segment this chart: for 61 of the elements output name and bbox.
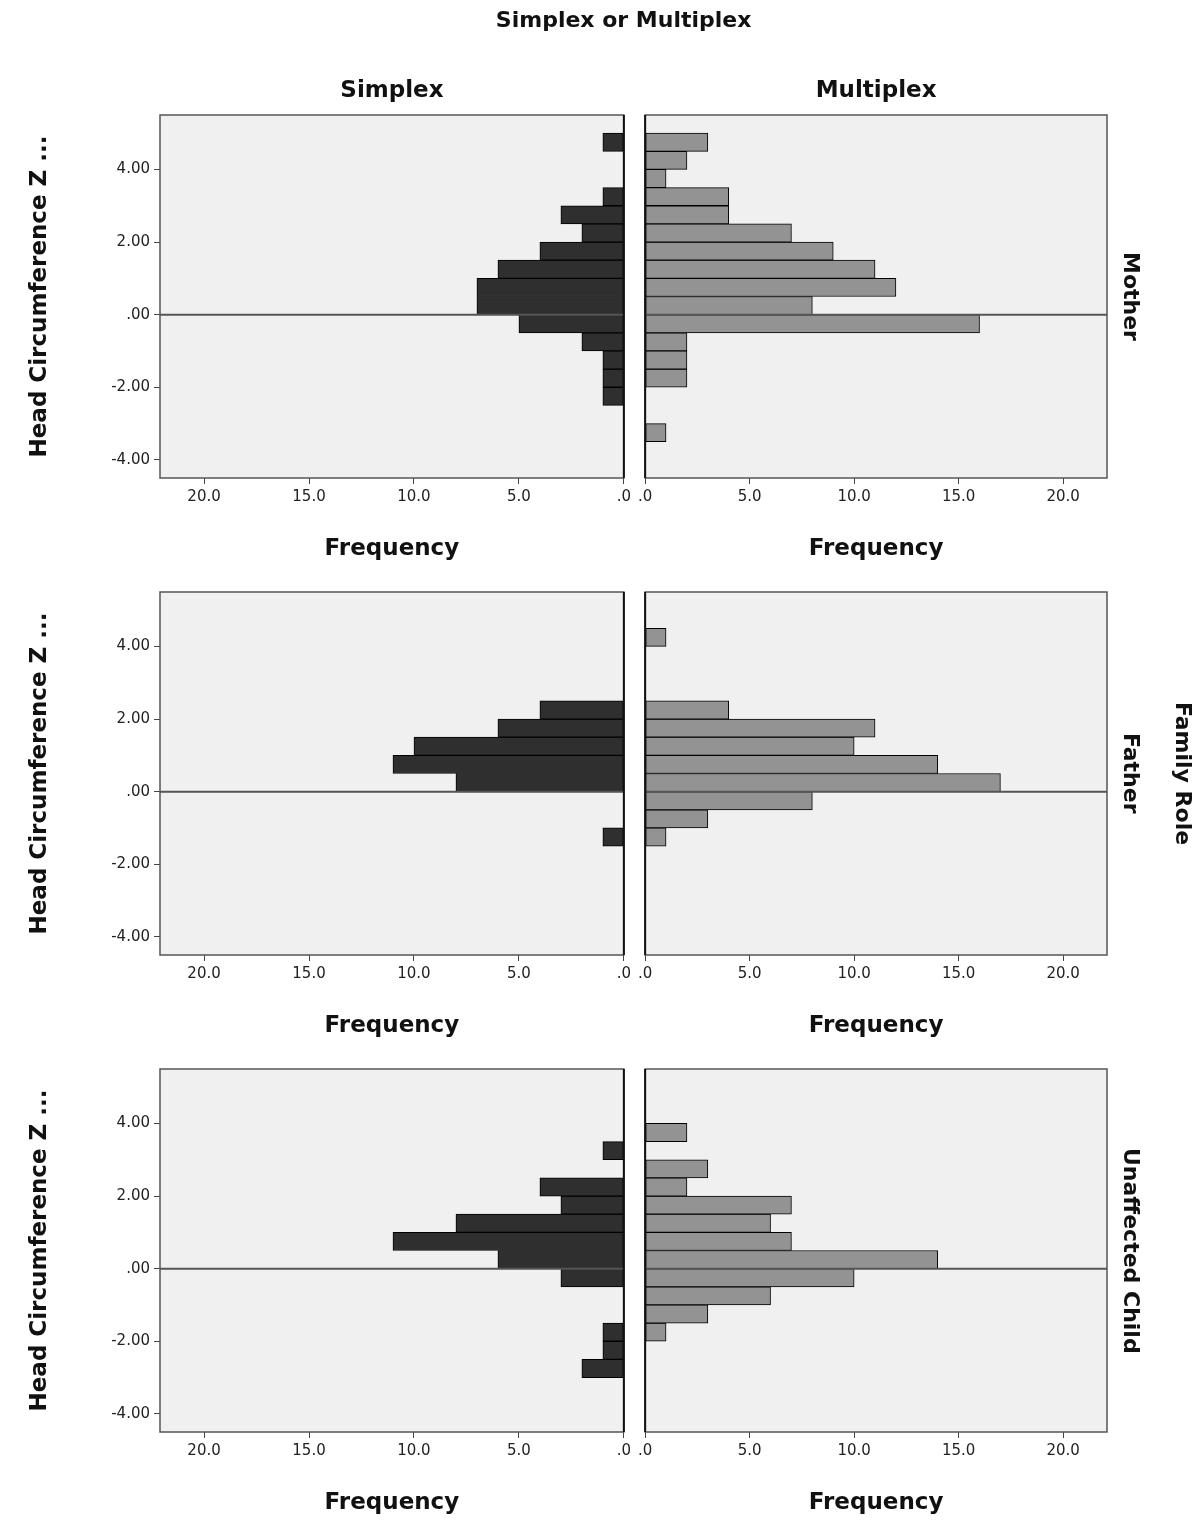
x-tick-label: .0	[638, 486, 653, 505]
x-tick-label: 20.0	[1046, 486, 1080, 505]
y-tick-label: -2.00	[111, 1331, 150, 1350]
x-tick-label: 20.0	[187, 963, 221, 982]
x-tick-label: 15.0	[941, 963, 976, 982]
x-tick-label: 5.0	[737, 486, 762, 505]
x-tick-label: 15.0	[941, 1440, 976, 1459]
text: Family Role	[1171, 702, 1196, 846]
x-tick-label: 10.0	[397, 1440, 431, 1459]
x-tick-label: 15.0	[292, 963, 326, 982]
chart-title: Multiplex	[815, 76, 937, 103]
x-axis-title: Frequency	[324, 1488, 460, 1515]
x-axis-title: Frequency	[808, 1011, 944, 1038]
y-tick-label: 2.00	[116, 231, 150, 250]
x-tick-label: 5.0	[506, 1440, 531, 1459]
y-tick-label: 4.00	[116, 636, 150, 655]
x-tick-label: 5.0	[737, 963, 762, 982]
x-tick-label: 5.0	[737, 1440, 762, 1459]
x-tick-label: 15.0	[941, 486, 976, 505]
x-tick-label: 20.0	[1046, 963, 1080, 982]
y-axis-title: Head Circumference Z ...	[24, 1089, 51, 1412]
y-tick-label: 2.00	[116, 708, 150, 727]
x-tick-label: .0	[616, 1440, 631, 1459]
x-tick-label: 10.0	[397, 963, 431, 982]
x-tick-label: .0	[638, 1440, 653, 1459]
x-axis-title: Frequency	[324, 534, 460, 561]
x-tick-label: 10.0	[837, 963, 871, 982]
y-tick-label: 4.00	[116, 1113, 150, 1132]
y-axis-title: Head Circumference Z ...	[24, 612, 51, 935]
x-axis-title: Frequency	[808, 1488, 944, 1515]
x-tick-label: 20.0	[1046, 1440, 1080, 1459]
x-tick-label: 20.0	[187, 1440, 221, 1459]
x-tick-label: 5.0	[506, 486, 531, 505]
x-tick-label: .0	[616, 963, 631, 982]
x-tick-label: .0	[616, 486, 631, 505]
text: Simplex or Multiplex	[495, 7, 752, 32]
y-tick-label: .00	[126, 1258, 150, 1277]
x-axis-title: Frequency	[808, 534, 944, 561]
x-tick-label: 10.0	[397, 486, 431, 505]
y-axis-title: Head Circumference Z ...	[24, 135, 51, 458]
text: Mother	[1119, 252, 1144, 341]
y-tick-label: 4.00	[116, 159, 150, 178]
text: Unaffected Child	[1119, 1147, 1144, 1354]
y-tick-label: -4.00	[111, 1403, 150, 1422]
x-tick-label: 10.0	[837, 1440, 871, 1459]
x-tick-label: .0	[638, 963, 653, 982]
y-tick-label: -4.00	[111, 449, 150, 468]
x-tick-label: 10.0	[837, 486, 871, 505]
y-tick-label: .00	[126, 304, 150, 323]
y-tick-label: -4.00	[111, 926, 150, 945]
y-tick-label: -2.00	[111, 854, 150, 873]
x-tick-label: 15.0	[292, 1440, 326, 1459]
text: Father	[1119, 733, 1144, 814]
y-tick-label: 2.00	[116, 1185, 150, 1204]
y-tick-label: -2.00	[111, 377, 150, 396]
x-tick-label: 5.0	[506, 963, 531, 982]
x-tick-label: 15.0	[292, 486, 326, 505]
x-tick-label: 20.0	[187, 486, 221, 505]
x-axis-title: Frequency	[324, 1011, 460, 1038]
y-tick-label: .00	[126, 781, 150, 800]
chart-title: Simplex	[340, 76, 444, 103]
